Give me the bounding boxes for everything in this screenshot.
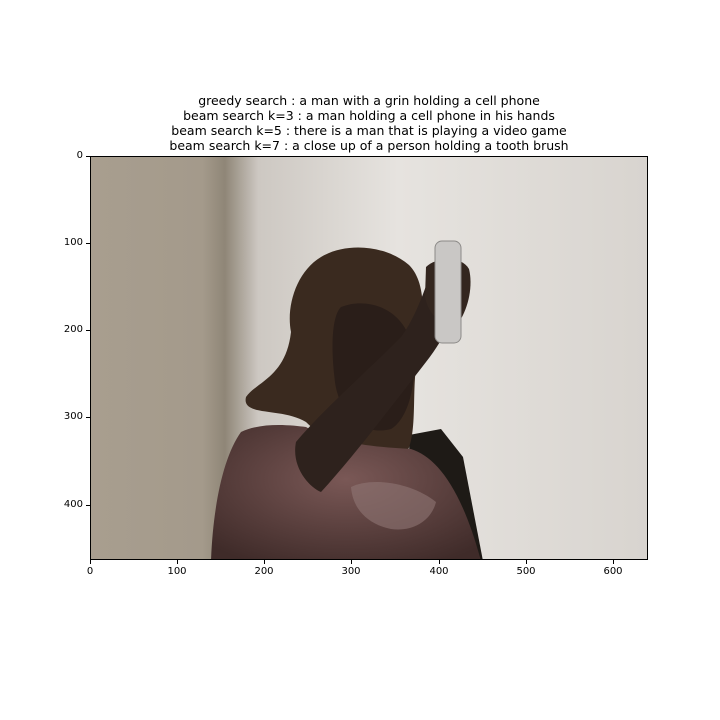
ytick-mark-400 <box>86 505 90 506</box>
xtick-label-0: 0 <box>86 566 94 577</box>
ytick-label-100: 100 <box>63 237 83 248</box>
photo <box>91 157 647 559</box>
xtick-mark-100 <box>177 560 178 564</box>
xtick-mark-400 <box>439 560 440 564</box>
caption-titles: greedy search : a man with a grin holdin… <box>90 93 648 153</box>
xtick-label-300: 300 <box>341 566 361 577</box>
xtick-mark-0 <box>90 560 91 564</box>
xtick-label-600: 600 <box>603 566 623 577</box>
xtick-label-200: 200 <box>254 566 274 577</box>
xtick-mark-200 <box>264 560 265 564</box>
title-greedy: greedy search : a man with a grin holdin… <box>198 93 540 108</box>
ytick-label-300: 300 <box>63 411 83 422</box>
ytick-label-400: 400 <box>63 499 83 510</box>
shirt-print <box>351 482 436 530</box>
ytick-label-0: 0 <box>76 150 83 161</box>
ytick-mark-300 <box>86 417 90 418</box>
ytick-label-200: 200 <box>63 324 83 335</box>
title-beam-k7: beam search k=7 : a close up of a person… <box>169 138 569 153</box>
xtick-mark-500 <box>526 560 527 564</box>
title-beam-k5: beam search k=5 : there is a man that is… <box>171 123 567 138</box>
game-controller <box>435 241 461 343</box>
ytick-mark-100 <box>86 243 90 244</box>
xtick-label-500: 500 <box>516 566 536 577</box>
xtick-label-400: 400 <box>429 566 449 577</box>
xtick-mark-300 <box>351 560 352 564</box>
raised-arm <box>295 265 463 492</box>
xtick-label-100: 100 <box>167 566 187 577</box>
image-axes <box>90 156 648 560</box>
ytick-mark-200 <box>86 330 90 331</box>
ytick-mark-0 <box>86 156 90 157</box>
xtick-mark-600 <box>613 560 614 564</box>
title-beam-k3: beam search k=3 : a man holding a cell p… <box>183 108 555 123</box>
